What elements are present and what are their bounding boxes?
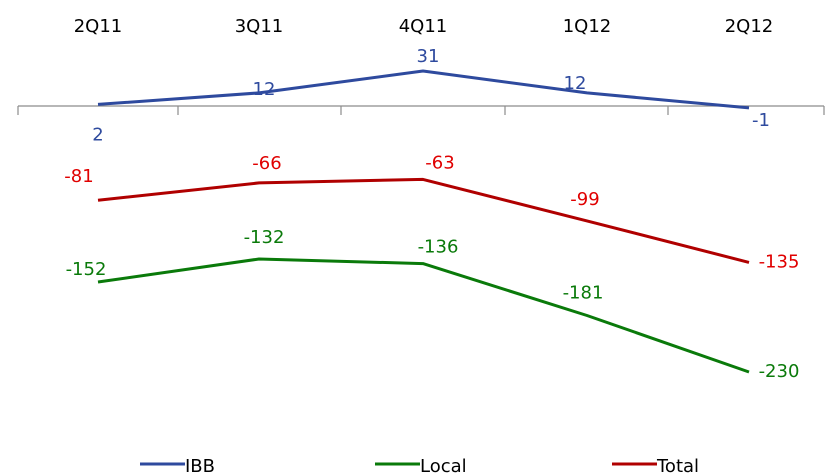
data-label-ibb-4: -1	[752, 110, 770, 131]
x-axis	[17, 105, 825, 115]
data-label-total-4: -135	[759, 251, 800, 272]
data-label-total-1: -66	[252, 153, 281, 174]
data-labels: 2 12 31 12 -1 -152 -132 -136 -181 -230 -81 -66 -63 -9…	[64, 46, 799, 382]
data-label-total-2: -63	[425, 152, 454, 173]
series-line-local	[97, 257, 750, 374]
x-tick-label-3q11: 3Q11	[235, 16, 284, 37]
data-label-total-3: -99	[570, 189, 599, 210]
legend-label-total: Total	[656, 456, 699, 475]
legend-item-ibb: IBB	[140, 456, 215, 475]
data-label-local-4: -230	[759, 361, 800, 382]
series-lines	[97, 69, 750, 374]
x-tick-label-2q11: 2Q11	[74, 16, 123, 37]
data-label-local-2: -136	[418, 237, 459, 258]
x-tick-label-1q12: 1Q12	[563, 16, 612, 37]
series-line-ibb	[97, 69, 750, 110]
data-label-local-3: -181	[563, 282, 604, 303]
data-label-ibb-1: 12	[253, 79, 276, 100]
data-label-ibb-3: 12	[564, 73, 587, 94]
x-tick-label-2q12: 2Q12	[725, 16, 774, 37]
data-label-ibb-0: 2	[92, 124, 103, 145]
series-line-total	[97, 177, 750, 264]
data-label-ibb-2: 31	[417, 46, 440, 67]
data-label-local-0: -152	[66, 259, 107, 280]
data-label-total-0: -81	[64, 166, 93, 187]
legend-label-local: Local	[420, 456, 467, 475]
legend-label-ibb: IBB	[185, 456, 215, 475]
x-tick-label-4q11: 4Q11	[399, 16, 448, 37]
data-label-local-1: -132	[244, 227, 285, 248]
x-tick-labels: 2Q11 3Q11 4Q11 1Q12 2Q12	[74, 16, 774, 37]
legend: IBB Local Total	[140, 456, 699, 475]
legend-item-total: Total	[612, 456, 699, 475]
legend-item-local: Local	[375, 456, 467, 475]
